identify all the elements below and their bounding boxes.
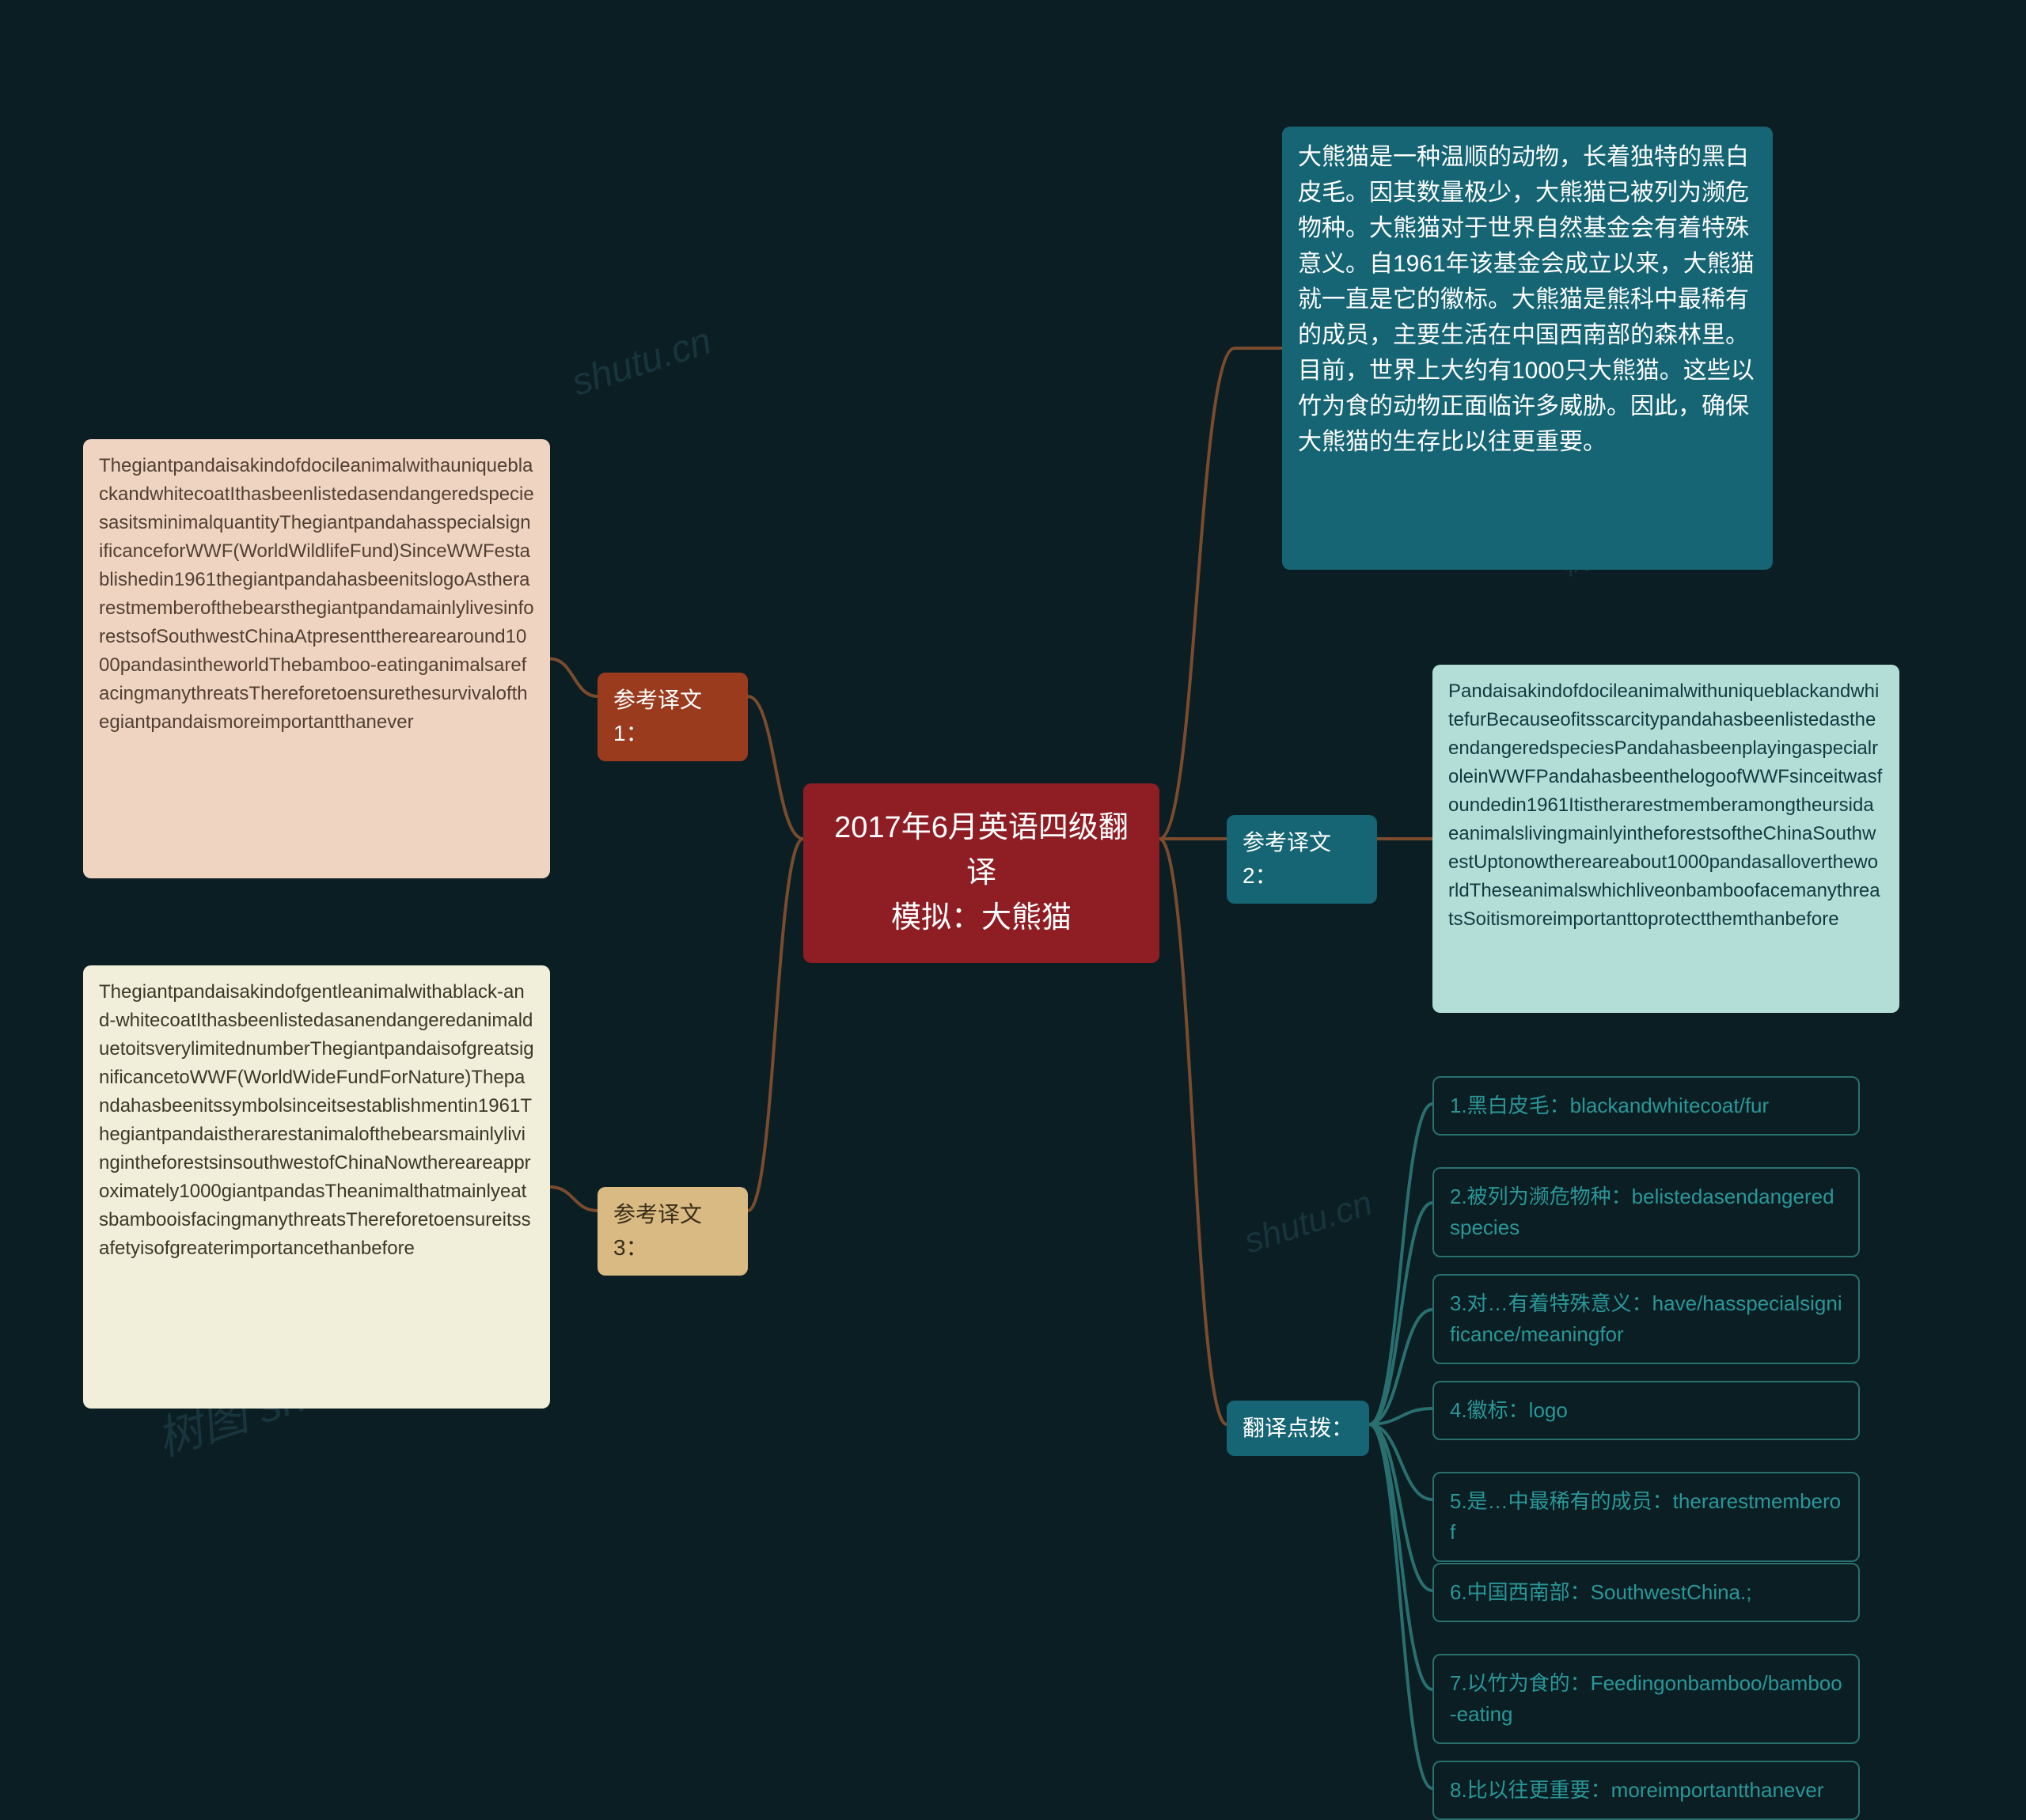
tip-item: 8.比以往更重要：moreimportantthanever: [1432, 1761, 1860, 1820]
tip-item: 2.被列为濒危物种：belistedasendangeredspecies: [1432, 1167, 1860, 1257]
tip-item: 5.是…中最稀有的成员：therarestmemberof: [1432, 1472, 1860, 1562]
tip-item: 4.徽标：logo: [1432, 1381, 1860, 1440]
leaf-node: Thegiantpandaisakindofgentleanimalwithab…: [83, 965, 550, 1409]
watermark: shutu.cn: [567, 319, 717, 404]
leaf-node: Pandaisakindofdocileanimalwithuniqueblac…: [1432, 665, 1899, 1013]
branch-label: 参考译文3：: [598, 1187, 748, 1276]
tip-item: 1.黑白皮毛：blackandwhitecoat/fur: [1432, 1076, 1860, 1136]
watermark: shutu.cn: [1239, 1184, 1377, 1262]
leaf-node: 大熊猫是一种温顺的动物，长着独特的黑白皮毛。因其数量极少，大熊猫已被列为濒危物种…: [1282, 127, 1773, 570]
leaf-node: Thegiantpandaisakindofdocileanimalwithau…: [83, 439, 550, 878]
tip-item: 6.中国西南部：SouthwestChina.;: [1432, 1563, 1860, 1622]
tip-item: 3.对…有着特殊意义：have/hasspecialsignificance/m…: [1432, 1274, 1860, 1364]
branch-label: 参考译文2：: [1227, 815, 1377, 904]
branch-label: 参考译文1：: [598, 673, 748, 761]
tip-item: 7.以竹为食的：Feedingonbamboo/bamboo-eating: [1432, 1654, 1860, 1744]
root-node: 2017年6月英语四级翻译 模拟：大熊猫: [803, 783, 1159, 963]
branch-label: 翻译点拨：: [1227, 1401, 1369, 1456]
